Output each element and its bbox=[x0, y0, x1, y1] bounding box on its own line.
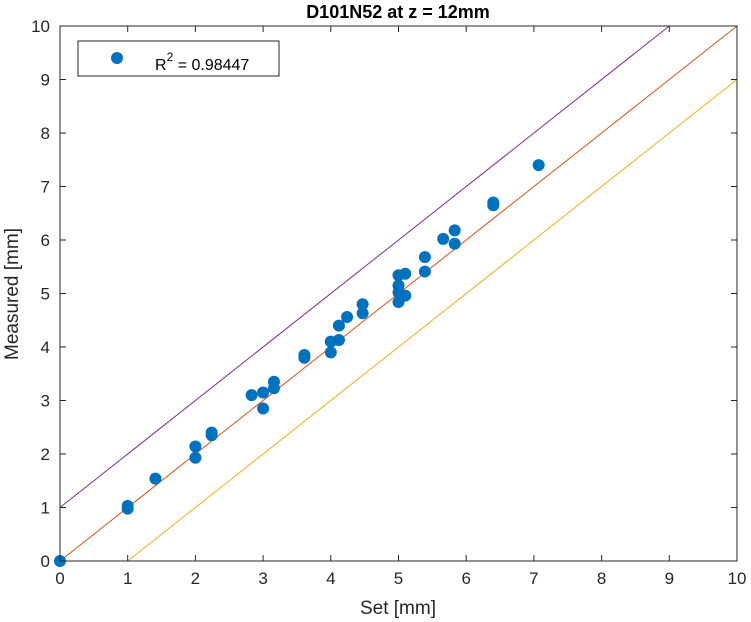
data-point-30 bbox=[437, 232, 450, 245]
chart-title: D101N52 at z = 12mm bbox=[306, 2, 490, 22]
legend-label-suffix: = 0.98447 bbox=[173, 57, 249, 74]
x-tick-label: 6 bbox=[461, 569, 470, 588]
x-tick-label: 7 bbox=[529, 569, 538, 588]
data-point-34 bbox=[487, 199, 500, 212]
data-point-2 bbox=[121, 502, 134, 515]
data-point-4 bbox=[189, 440, 202, 453]
y-tick-label: 0 bbox=[41, 552, 50, 571]
data-point-29 bbox=[418, 265, 431, 278]
data-point-21 bbox=[356, 307, 369, 320]
reference-line-3 bbox=[127, 79, 738, 562]
x-tick-label: 2 bbox=[191, 569, 200, 588]
data-point-10 bbox=[257, 402, 270, 415]
data-point-27 bbox=[399, 289, 412, 302]
data-point-26 bbox=[399, 267, 412, 280]
y-tick-label: 7 bbox=[41, 178, 50, 197]
x-tick-label: 0 bbox=[55, 569, 64, 588]
data-point-16 bbox=[324, 346, 337, 359]
y-tick-label: 4 bbox=[41, 338, 50, 357]
x-axis-label: Set [mm] bbox=[360, 598, 436, 619]
y-tick-label: 3 bbox=[41, 392, 50, 411]
x-tick-label: 10 bbox=[728, 569, 747, 588]
data-point-14 bbox=[298, 351, 311, 364]
data-point-8 bbox=[245, 389, 258, 402]
x-tick-label: 4 bbox=[326, 569, 335, 588]
y-tick-label: 1 bbox=[41, 499, 50, 518]
data-point-35 bbox=[532, 159, 545, 172]
legend: R2 = 0.98447 bbox=[77, 40, 280, 77]
legend-label: R2 = 0.98447 bbox=[155, 50, 249, 74]
data-point-7 bbox=[205, 429, 218, 442]
data-point-12 bbox=[267, 382, 280, 395]
y-tick-label: 5 bbox=[41, 285, 50, 304]
axes-layer: 0 1 2 3 4 5 6 7 8 9 10 0 1 2 3 4 5 6 7 8 9 10 bbox=[31, 17, 746, 588]
y-tick-label: 9 bbox=[41, 71, 50, 90]
x-tick-label: 1 bbox=[123, 569, 132, 588]
y-axis-label: Measured [mm] bbox=[2, 228, 23, 360]
y-tick-label: 10 bbox=[31, 17, 50, 36]
legend-label-prefix: R bbox=[155, 57, 167, 74]
y-tick-label: 8 bbox=[41, 124, 50, 143]
data-point-20 bbox=[356, 298, 369, 311]
data-point-19 bbox=[341, 311, 354, 324]
legend-label-exponent: 2 bbox=[167, 50, 174, 64]
x-tick-label: 9 bbox=[665, 569, 674, 588]
data-point-3 bbox=[149, 472, 162, 485]
data-point-5 bbox=[189, 451, 202, 464]
reference-line-1 bbox=[59, 25, 670, 508]
x-tick-label: 3 bbox=[258, 569, 267, 588]
data-point-31 bbox=[448, 224, 461, 237]
data-point-32 bbox=[448, 237, 461, 250]
data-point-18 bbox=[332, 334, 345, 347]
data-point-17 bbox=[332, 319, 345, 332]
y-tick-label: 6 bbox=[41, 231, 50, 250]
x-tick-label: 8 bbox=[597, 569, 606, 588]
data-point-28 bbox=[418, 251, 431, 264]
y-tick-label: 2 bbox=[41, 445, 50, 464]
x-tick-label: 5 bbox=[394, 569, 403, 588]
data-point-9 bbox=[257, 386, 270, 399]
legend-marker bbox=[111, 52, 123, 64]
series-layer bbox=[54, 25, 738, 567]
